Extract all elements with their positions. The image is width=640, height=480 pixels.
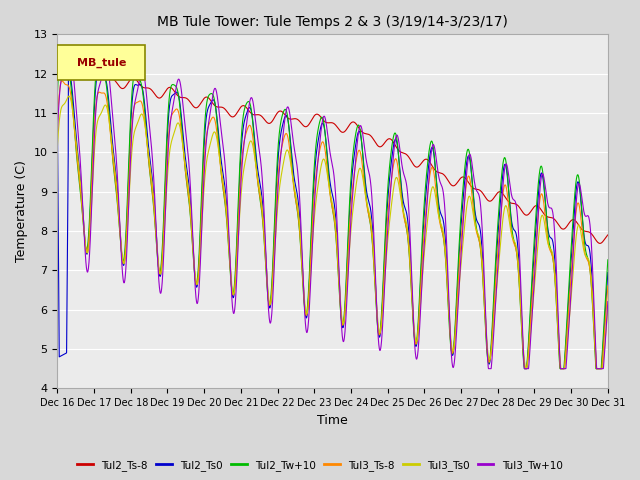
Legend: Tul2_Ts-8, Tul2_Ts0, Tul2_Tw+10, Tul3_Ts-8, Tul3_Ts0, Tul3_Tw+10: Tul2_Ts-8, Tul2_Ts0, Tul2_Tw+10, Tul3_Ts… xyxy=(73,456,567,475)
X-axis label: Time: Time xyxy=(317,414,348,427)
Title: MB Tule Tower: Tule Temps 2 & 3 (3/19/14-3/23/17): MB Tule Tower: Tule Temps 2 & 3 (3/19/14… xyxy=(157,15,508,29)
Y-axis label: Temperature (C): Temperature (C) xyxy=(15,160,28,262)
FancyBboxPatch shape xyxy=(58,45,145,80)
Text: MB_tule: MB_tule xyxy=(77,58,126,68)
